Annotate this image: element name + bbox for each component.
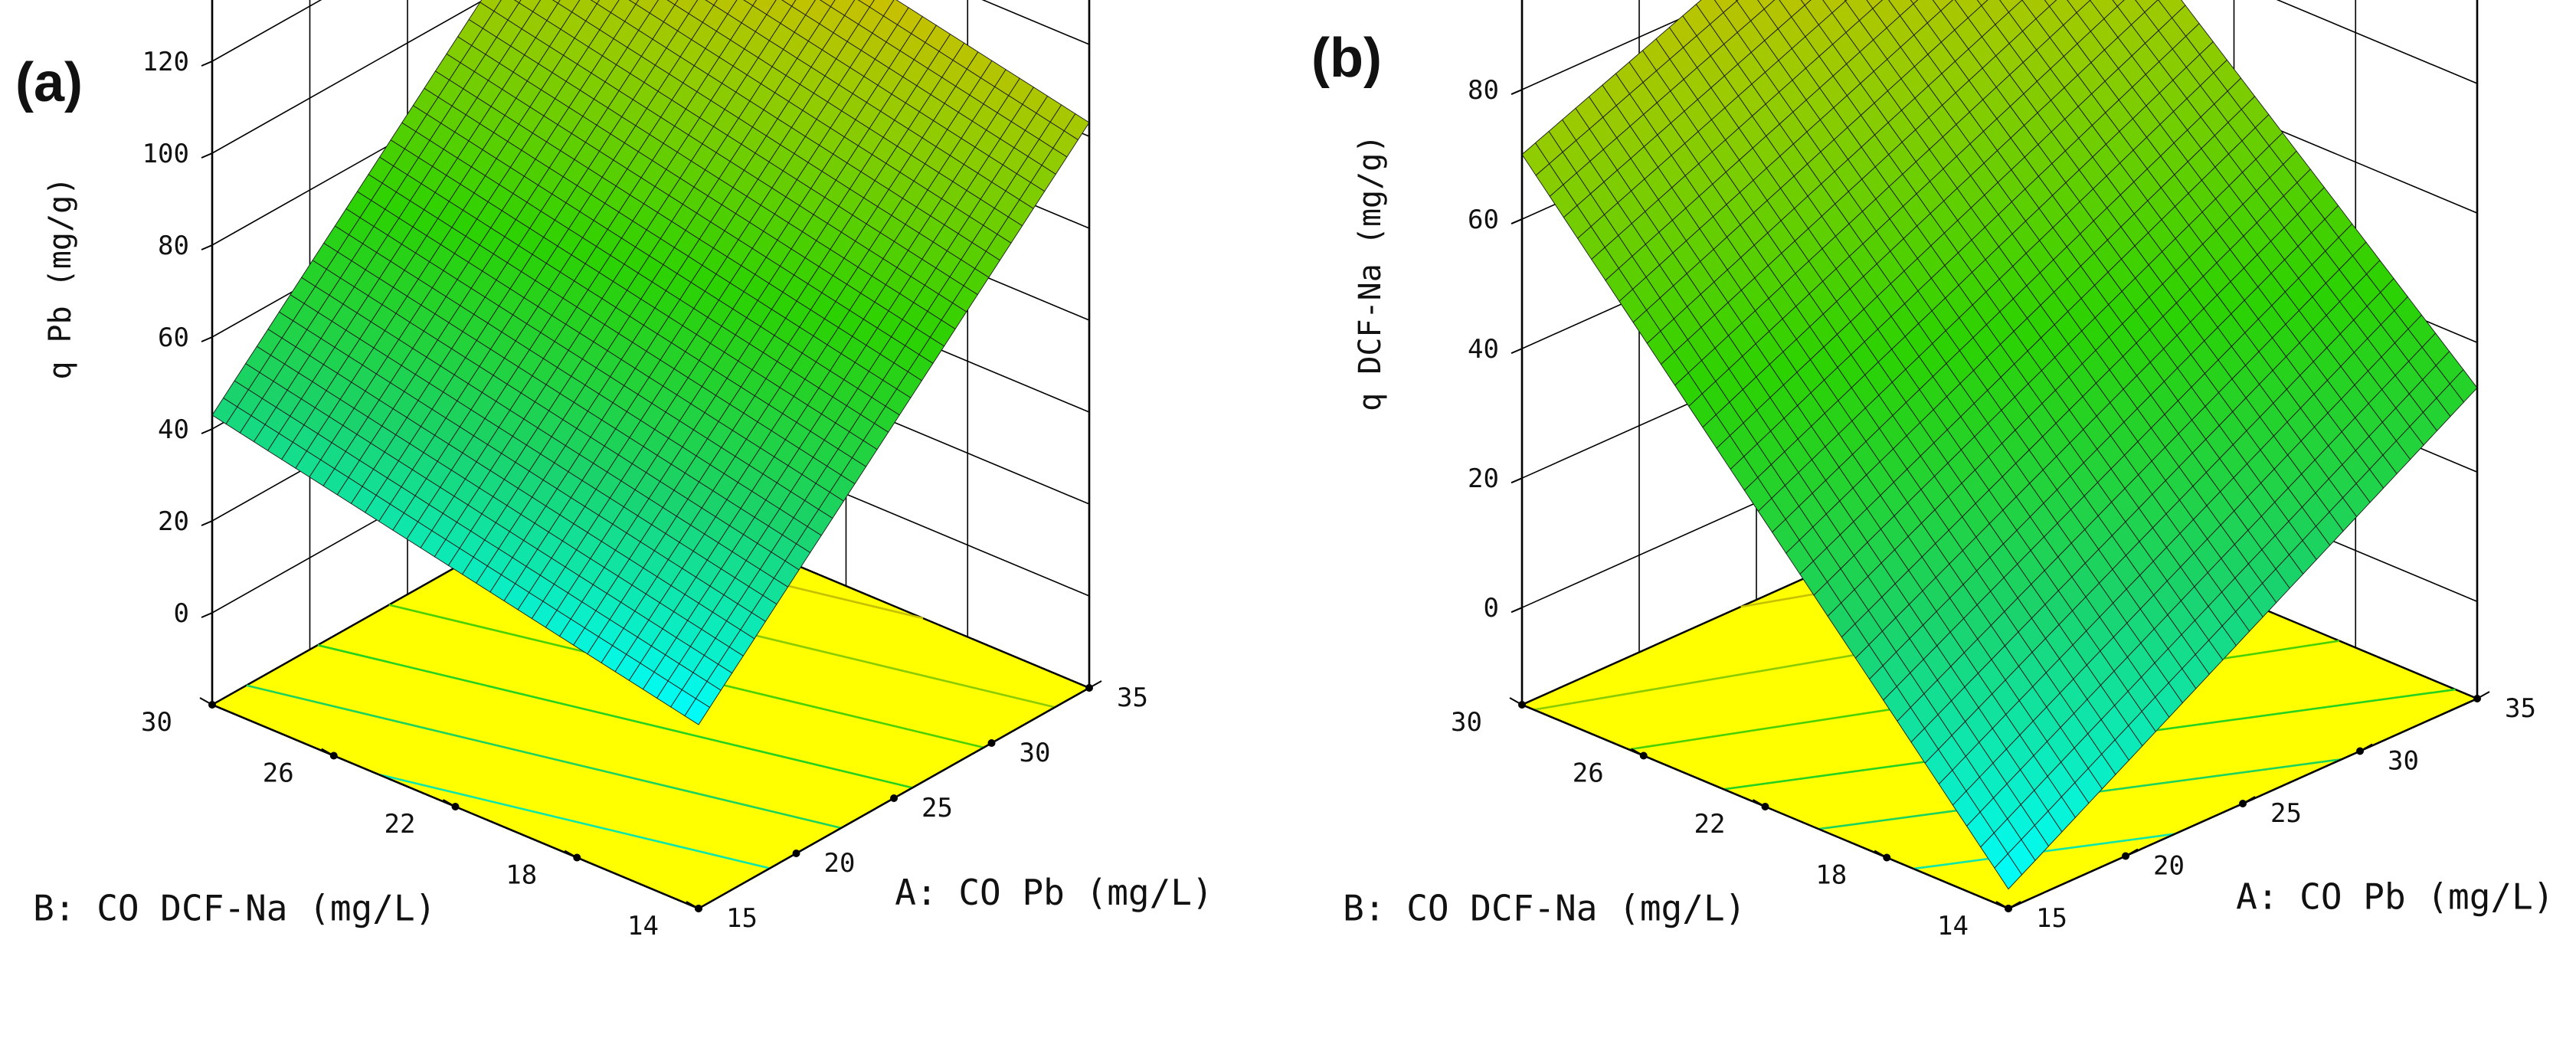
y-tick-line bbox=[1631, 748, 1645, 757]
z-tick-label: 60 bbox=[158, 323, 189, 353]
y-axis-title: B: CO DCF-Na (mg/L) bbox=[33, 887, 436, 928]
x-tick-label: 25 bbox=[2270, 798, 2302, 829]
y-tick-line bbox=[1874, 850, 1887, 859]
z-tick-line bbox=[1511, 607, 1523, 614]
y-tick-label: 30 bbox=[141, 707, 172, 738]
z-tick-line bbox=[201, 336, 213, 342]
z-tick-label: 80 bbox=[1468, 75, 1499, 106]
y-tick-label: 18 bbox=[1815, 860, 1847, 891]
z-tick-label: 60 bbox=[1468, 205, 1499, 235]
x-tick-label: 25 bbox=[921, 793, 953, 823]
y-axis-title: B: CO DCF-Na (mg/L) bbox=[1343, 887, 1746, 928]
tick-labels: 15202530351418222630020406080100120140 bbox=[141, 47, 1148, 941]
surface-cell bbox=[2112, 0, 2125, 7]
x-tick-line bbox=[2242, 796, 2256, 804]
chart-panel-a: 15202530351418222630020406080100120140q … bbox=[15, 0, 1213, 941]
chart-panel-b: 15202530351418222630020406080100q DCF-Na… bbox=[1288, 0, 2576, 1051]
x-axis-title: A: CO Pb (mg/L) bbox=[895, 872, 1213, 913]
x-tick-label: 15 bbox=[726, 903, 758, 934]
y-tick-line bbox=[321, 748, 335, 757]
x-tick-label: 30 bbox=[1020, 738, 1051, 768]
contour-line bbox=[378, 773, 771, 869]
response-surface bbox=[211, 0, 1090, 725]
contour-line bbox=[317, 643, 913, 789]
y-tick-label: 18 bbox=[506, 860, 537, 891]
surface-plot-a: 15202530351418222630020406080100120140q … bbox=[15, 0, 1213, 941]
y-tick-label: 26 bbox=[1573, 758, 1604, 789]
x-tick-line bbox=[1088, 680, 1102, 689]
x-tick-line bbox=[2125, 848, 2139, 857]
contour-line bbox=[246, 684, 842, 830]
x-tick-line bbox=[796, 846, 809, 854]
surface-cell bbox=[1910, 0, 1919, 5]
z-axis-title: q Pb (mg/g) bbox=[43, 177, 78, 380]
y-tick-label: 30 bbox=[1451, 707, 1482, 738]
x-tick-label: 35 bbox=[1117, 683, 1148, 713]
z-tick-label: 20 bbox=[1468, 463, 1499, 494]
y-tick-line bbox=[686, 901, 699, 909]
z-tick-line bbox=[201, 61, 213, 67]
z-tick-line bbox=[201, 244, 213, 250]
y-tick-line bbox=[1753, 799, 1766, 807]
response-surface bbox=[1521, 0, 2478, 890]
z-axis-title: q DCF-Na (mg/g) bbox=[1353, 135, 1388, 411]
panel-label: (b) bbox=[1311, 28, 1382, 89]
x-tick-label: 20 bbox=[824, 848, 856, 879]
x-tick-line bbox=[991, 735, 1004, 744]
surface-cell bbox=[1800, 0, 1812, 6]
y-tick-label: 26 bbox=[263, 758, 294, 789]
x-tick-line bbox=[2359, 743, 2373, 752]
surface-cell bbox=[2044, 0, 2057, 8]
surface-cell bbox=[1976, 0, 1988, 7]
contour-line bbox=[1913, 833, 2175, 870]
z-tick-line bbox=[1511, 218, 1523, 225]
panel-label: (a) bbox=[15, 52, 83, 113]
z-tick-line bbox=[1511, 89, 1523, 95]
surface-cell bbox=[1994, 853, 2023, 890]
y-tick-line bbox=[564, 850, 578, 859]
z-tick-label: 40 bbox=[1468, 334, 1499, 365]
y-tick-label: 22 bbox=[1694, 809, 1726, 840]
z-tick-line bbox=[201, 612, 213, 618]
z-tick-label: 20 bbox=[158, 506, 189, 537]
x-tick-line bbox=[2476, 691, 2490, 699]
x-tick-label: 30 bbox=[2388, 746, 2419, 777]
y-tick-line bbox=[1995, 901, 2009, 909]
z-tick-label: 0 bbox=[174, 598, 189, 629]
x-tick-label: 20 bbox=[2153, 851, 2185, 882]
x-tick-line bbox=[893, 791, 907, 799]
y-tick-label: 14 bbox=[1937, 911, 1969, 941]
z-tick-label: 80 bbox=[158, 231, 189, 261]
z-tick-label: 0 bbox=[1484, 593, 1499, 624]
y-tick-label: 22 bbox=[385, 809, 416, 840]
surface-cell bbox=[684, 698, 711, 725]
y-tick-label: 14 bbox=[627, 911, 659, 941]
y-tick-line bbox=[199, 697, 213, 706]
y-tick-line bbox=[1509, 697, 1523, 706]
z-tick-line bbox=[201, 428, 213, 434]
z-tick-label: 40 bbox=[158, 414, 189, 445]
surface-plot-b: 15202530351418222630020406080100q DCF-Na… bbox=[1311, 0, 2555, 941]
z-tick-line bbox=[1511, 348, 1523, 355]
x-axis-title: A: CO Pb (mg/L) bbox=[2236, 876, 2554, 917]
x-tick-label: 15 bbox=[2036, 903, 2067, 934]
x-tick-label: 35 bbox=[2505, 693, 2536, 724]
z-tick-line bbox=[201, 520, 213, 526]
z-tick-label: 120 bbox=[142, 47, 189, 77]
z-tick-line bbox=[1511, 477, 1523, 484]
z-tick-line bbox=[201, 152, 213, 159]
z-tick-label: 100 bbox=[142, 139, 189, 169]
y-tick-line bbox=[443, 799, 456, 807]
